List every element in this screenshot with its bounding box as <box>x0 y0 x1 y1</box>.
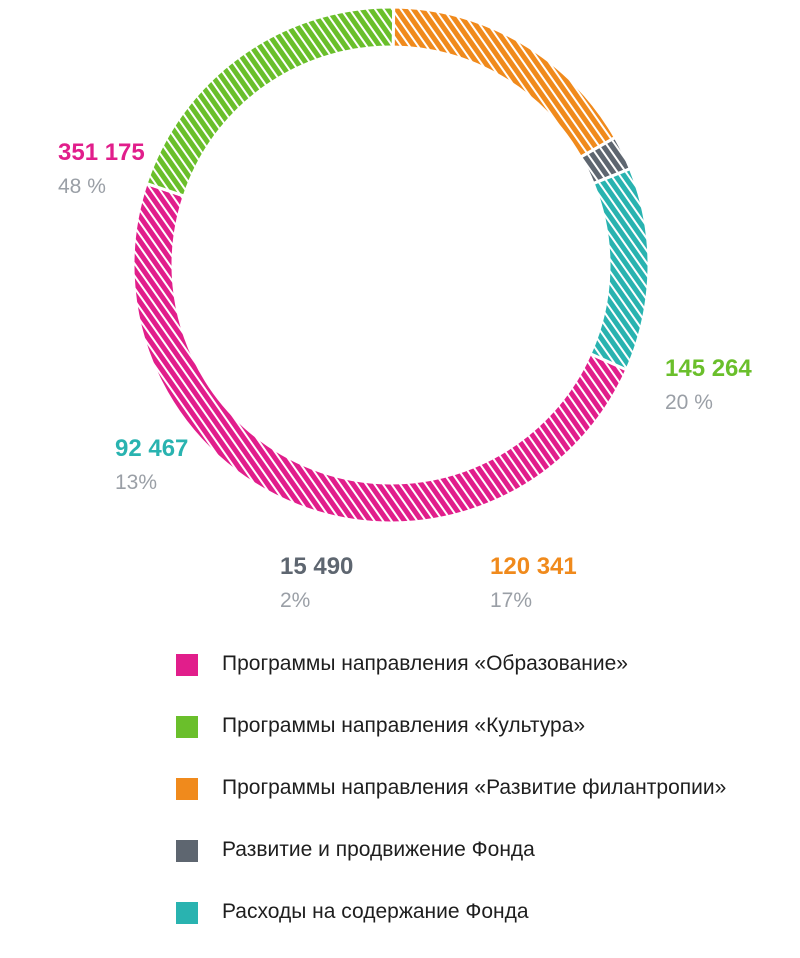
value-label-philanthropy: 120 341 <box>490 553 577 580</box>
value-label-maintenance: 92 467 <box>115 435 188 462</box>
legend-label-promotion: Развитие и продвижение Фонда <box>222 838 535 861</box>
legend-item-maintenance: Расходы на содержание Фонда <box>176 896 796 958</box>
legend-item-culture: Программы направления «Культура» <box>176 710 796 772</box>
slice-culture <box>144 5 396 198</box>
labels-layer: 351 175 48 % 145 264 20 % 120 341 17% 15 490 2%… <box>58 139 752 612</box>
legend-swatch-philanthropy <box>176 778 198 800</box>
legend-label-culture: Программы направления «Культура» <box>222 714 586 737</box>
slice-education <box>131 181 629 525</box>
percent-label-education: 48 % <box>58 175 106 198</box>
slice-philanthropy <box>391 5 618 160</box>
value-label-promotion: 15 490 <box>280 553 353 580</box>
legend-label-maintenance: Расходы на содержание Фонда <box>222 900 529 923</box>
percent-label-maintenance: 13% <box>115 471 157 494</box>
legend-item-promotion: Развитие и продвижение Фонда <box>176 834 796 896</box>
slice-maintenance <box>588 166 651 372</box>
legend-label-education: Программы направления «Образование» <box>222 652 628 675</box>
legend-swatch-promotion <box>176 840 198 862</box>
legend-label-philanthropy: Программы направления «Развитие филантро… <box>222 776 727 799</box>
percent-label-philanthropy: 17% <box>490 589 532 612</box>
value-label-education: 351 175 <box>58 139 145 166</box>
legend-swatch-maintenance <box>176 902 198 924</box>
value-label-culture: 145 264 <box>665 355 752 382</box>
legend-swatch-culture <box>176 716 198 738</box>
legend-item-philanthropy: Программы направления «Развитие филантро… <box>176 772 796 834</box>
percent-label-culture: 20 % <box>665 391 713 414</box>
percent-label-promotion: 2% <box>280 589 310 612</box>
legend-item-education: Программы направления «Образование» <box>176 648 796 710</box>
slices-layer <box>131 5 651 525</box>
legend-swatch-education <box>176 654 198 676</box>
legend: Программы направления «Образование» Прог… <box>176 648 796 958</box>
